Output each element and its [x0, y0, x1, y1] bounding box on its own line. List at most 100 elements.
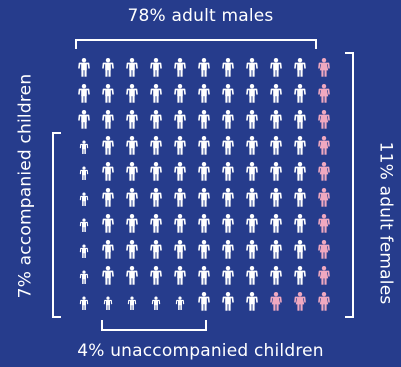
adult-male-icon: [294, 240, 306, 259]
unaccompanied-children-label: 4% unaccompanied children: [77, 341, 324, 361]
adult-male-icon: [174, 214, 186, 233]
adult-male-icon: [246, 266, 258, 285]
adult-male-icon: [294, 214, 306, 233]
adult-male-icon: [294, 84, 306, 103]
left-bracket: [52, 132, 61, 318]
adult-male-icon: [126, 188, 138, 207]
adult-male-icon: [294, 188, 306, 207]
adult-male-icon: [270, 162, 282, 181]
adult-male-icon: [78, 84, 90, 103]
adult-male-icon: [150, 84, 162, 103]
adult-male-icon: [222, 136, 234, 155]
child-icon: [103, 296, 113, 310]
adult-female-icon: [270, 292, 282, 311]
adult-male-icon: [198, 162, 210, 181]
adult-male-icon: [270, 84, 282, 103]
adult-female-icon: [318, 240, 330, 259]
adult-female-icon: [318, 214, 330, 233]
adult-male-icon: [174, 188, 186, 207]
adult-male-icon: [294, 162, 306, 181]
adult-male-icon: [126, 136, 138, 155]
adult-male-icon: [246, 240, 258, 259]
adult-male-icon: [150, 214, 162, 233]
adult-male-icon: [150, 266, 162, 285]
adult-male-icon: [150, 136, 162, 155]
adult-male-icon: [198, 240, 210, 259]
adult-female-icon: [318, 136, 330, 155]
adult-male-icon: [270, 188, 282, 207]
adult-male-icon: [198, 214, 210, 233]
adult-male-icon: [246, 214, 258, 233]
adult-female-icon: [318, 58, 330, 77]
child-icon: [79, 218, 89, 232]
adult-male-icon: [246, 162, 258, 181]
adult-male-icon: [222, 266, 234, 285]
adult-male-icon: [198, 58, 210, 77]
adult-male-icon: [102, 58, 114, 77]
adult-male-icon: [126, 162, 138, 181]
adult-female-icon: [318, 110, 330, 129]
adult-male-icon: [126, 266, 138, 285]
adult-male-icon: [222, 292, 234, 311]
adult-male-icon: [222, 162, 234, 181]
adult-female-icon: [318, 188, 330, 207]
adult-male-icon: [150, 110, 162, 129]
adult-male-icon: [246, 188, 258, 207]
child-icon: [79, 140, 89, 154]
right-bracket: [345, 52, 354, 318]
adult-male-icon: [126, 110, 138, 129]
adult-male-icon: [150, 58, 162, 77]
child-icon: [79, 192, 89, 206]
adult-male-icon: [174, 110, 186, 129]
adult-male-icon: [222, 110, 234, 129]
adult-male-icon: [294, 266, 306, 285]
child-icon: [79, 166, 89, 180]
adult-males-label: 78% adult males: [127, 6, 274, 26]
adult-male-icon: [102, 110, 114, 129]
bottom-bracket: [101, 320, 207, 331]
adult-male-icon: [270, 58, 282, 77]
adult-male-icon: [174, 162, 186, 181]
child-icon: [79, 270, 89, 284]
child-icon: [79, 296, 89, 310]
adult-male-icon: [102, 240, 114, 259]
adult-male-icon: [222, 188, 234, 207]
adult-male-icon: [270, 214, 282, 233]
adult-male-icon: [198, 110, 210, 129]
adult-male-icon: [294, 58, 306, 77]
top-bracket: [75, 39, 317, 49]
adult-male-icon: [150, 162, 162, 181]
adult-male-icon: [126, 84, 138, 103]
adult-male-icon: [270, 136, 282, 155]
adult-male-icon: [294, 110, 306, 129]
child-icon: [79, 244, 89, 258]
adult-male-icon: [102, 162, 114, 181]
adult-male-icon: [174, 136, 186, 155]
adult-male-icon: [78, 58, 90, 77]
adult-female-icon: [294, 292, 306, 311]
adult-male-icon: [270, 240, 282, 259]
adult-male-icon: [150, 188, 162, 207]
adult-male-icon: [222, 214, 234, 233]
child-icon: [175, 296, 185, 310]
adult-male-icon: [246, 110, 258, 129]
adult-male-icon: [198, 188, 210, 207]
adult-male-icon: [78, 110, 90, 129]
adult-male-icon: [174, 84, 186, 103]
adult-male-icon: [102, 84, 114, 103]
adult-male-icon: [126, 58, 138, 77]
adult-male-icon: [246, 292, 258, 311]
adult-male-icon: [102, 266, 114, 285]
adult-female-icon: [318, 292, 330, 311]
adult-male-icon: [294, 136, 306, 155]
adult-male-icon: [246, 58, 258, 77]
adult-female-icon: [318, 84, 330, 103]
adult-male-icon: [270, 110, 282, 129]
adult-male-icon: [198, 136, 210, 155]
adult-female-icon: [318, 266, 330, 285]
adult-male-icon: [198, 292, 210, 311]
adult-male-icon: [222, 240, 234, 259]
adult-male-icon: [222, 58, 234, 77]
